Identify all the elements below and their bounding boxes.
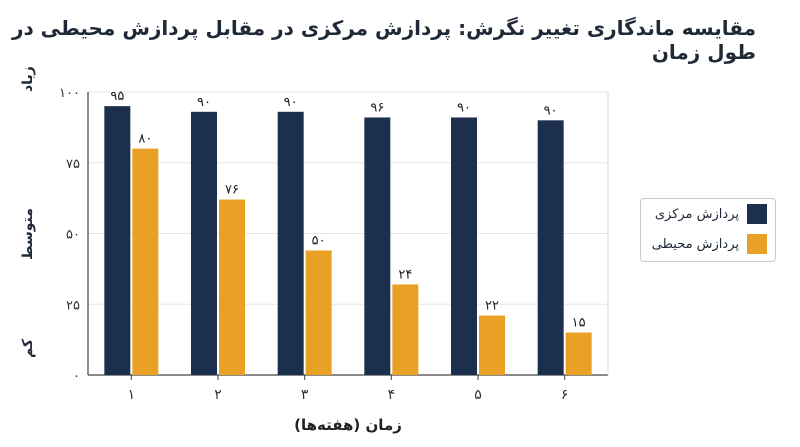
bar-peripheral: [392, 284, 419, 375]
data-label: ۲۲: [485, 299, 499, 314]
data-label: ۹۰: [457, 100, 471, 115]
chart-title: مقایسه ماندگاری تغییر نگرش: پردازش مرکزی…: [11, 16, 756, 64]
x-tick-label: ۲: [214, 387, 222, 403]
y-tick-label: ۲۵: [66, 298, 80, 313]
y-tick-label: ۵۰: [66, 228, 80, 243]
y-level-low: کم: [20, 338, 36, 358]
y-tick-label: ۱۰۰: [59, 86, 80, 101]
bar-peripheral: [479, 315, 505, 375]
data-label: ۹۵: [110, 89, 124, 104]
bar-central: [104, 106, 131, 376]
data-label: ۹۰: [544, 103, 558, 118]
legend: پردازش مرکزی پردازش محیطی: [640, 198, 776, 262]
y-tick-label: ۷۵: [66, 157, 80, 172]
data-label: ۹۶: [370, 100, 384, 115]
legend-swatch-central: [747, 204, 767, 224]
data-label: ۵۰: [312, 233, 326, 248]
data-label: ۱۵: [572, 316, 586, 331]
data-label: ۹۰: [197, 95, 211, 110]
y-tick-label: ۰: [73, 369, 80, 384]
bar-central: [191, 111, 217, 375]
x-tick-label: ۵: [474, 387, 482, 403]
y-level-high: زیاد: [20, 66, 36, 92]
x-tick-label: ۳: [301, 387, 309, 403]
bar-central: [364, 117, 391, 375]
x-tick-label: ۶: [561, 387, 569, 403]
data-label: ۹۰: [284, 95, 298, 110]
legend-item-peripheral: پردازش محیطی: [641, 229, 775, 259]
legend-label-peripheral: پردازش محیطی: [651, 236, 739, 252]
x-tick-label: ۱: [128, 387, 136, 403]
data-label: ۸۰: [138, 132, 152, 147]
bar-peripheral: [132, 148, 159, 375]
data-label: ۷۶: [225, 183, 239, 198]
bar-central: [277, 111, 304, 375]
legend-label-central: پردازش مرکزی: [654, 206, 739, 222]
bar-peripheral: [565, 332, 592, 375]
y-level-mid: متوسط: [20, 208, 36, 260]
legend-item-central: پردازش مرکزی: [641, 199, 775, 229]
bar-peripheral: [305, 250, 332, 375]
bar-central: [451, 117, 477, 375]
data-label: ۲۴: [398, 267, 412, 282]
x-axis-title: زمان (هفته‌ها): [294, 416, 402, 434]
legend-swatch-peripheral: [747, 234, 767, 254]
x-tick-label: ۴: [388, 387, 396, 403]
bar-peripheral: [219, 199, 245, 375]
bar-central: [537, 120, 564, 375]
